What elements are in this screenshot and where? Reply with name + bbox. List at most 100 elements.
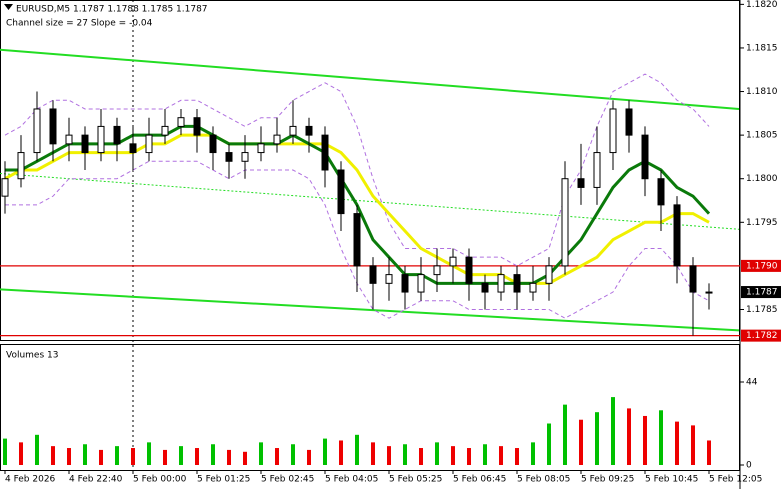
candle-body bbox=[65, 134, 73, 145]
candle-body bbox=[33, 108, 41, 154]
volume-bar bbox=[131, 448, 135, 465]
volume-bar bbox=[419, 448, 423, 465]
volume-bar bbox=[643, 415, 647, 465]
indicator-line bbox=[4, 73, 710, 267]
y-tick-label: 1.1810 bbox=[746, 87, 778, 97]
candle-body bbox=[625, 108, 633, 136]
volume-bar bbox=[515, 448, 519, 465]
candle-body bbox=[209, 134, 217, 154]
volume-bar bbox=[435, 442, 439, 465]
chart-subheader: Channel size = 27 Slope = -0.04 bbox=[6, 19, 153, 29]
x-tick-label: 5 Feb 06:45 bbox=[453, 475, 506, 485]
candle-body bbox=[529, 282, 537, 293]
volume-bar bbox=[675, 421, 679, 465]
volume-bar bbox=[179, 446, 183, 465]
volume-tick-label: 44 bbox=[746, 378, 758, 388]
level-label: 1.1782 bbox=[746, 331, 778, 341]
level-box bbox=[741, 259, 781, 272]
candle-body bbox=[545, 265, 553, 284]
volume-bar bbox=[259, 442, 263, 465]
level-box bbox=[741, 329, 781, 342]
menu-icon bbox=[4, 4, 13, 10]
volume-bar bbox=[227, 449, 231, 465]
x-tick-label: 5 Feb 04:05 bbox=[325, 475, 378, 485]
candle-body bbox=[257, 143, 265, 154]
candle-body bbox=[289, 125, 297, 136]
candle-body bbox=[273, 134, 281, 145]
candle-body bbox=[401, 274, 409, 293]
candle-body bbox=[465, 256, 473, 284]
x-tick-label: 5 Feb 05:25 bbox=[389, 475, 442, 485]
chart-header: EURUSD,M5 1.1787 1.1788 1.1785 1.1787 bbox=[16, 5, 208, 15]
volume-bar bbox=[355, 434, 359, 465]
candle-body bbox=[193, 117, 201, 136]
y-tick-label: 1.1805 bbox=[746, 131, 778, 141]
volume-bar bbox=[163, 449, 167, 465]
candle-body bbox=[241, 152, 249, 162]
volume-bar bbox=[547, 423, 551, 465]
volume-bar bbox=[371, 442, 375, 465]
y-tick-label: 1.1820 bbox=[746, 0, 778, 10]
volume-bar bbox=[707, 440, 711, 465]
y-tick-label: 1.1815 bbox=[746, 43, 778, 53]
candle-body bbox=[385, 274, 393, 284]
candle-body bbox=[1, 178, 9, 197]
volume-panel bbox=[0, 344, 740, 471]
x-tick-label: 5 Feb 02:45 bbox=[261, 475, 314, 485]
candle-body bbox=[449, 256, 457, 267]
candle-body bbox=[145, 134, 153, 154]
volume-bar bbox=[307, 449, 311, 465]
volume-bar bbox=[275, 448, 279, 465]
candle-body bbox=[673, 204, 681, 267]
volume-bar bbox=[595, 412, 599, 465]
trendline bbox=[0, 172, 740, 230]
last-price-box bbox=[741, 286, 781, 299]
volume-bar bbox=[211, 444, 215, 465]
candle-body bbox=[353, 213, 361, 267]
volume-bar bbox=[83, 444, 87, 465]
volume-bar bbox=[291, 444, 295, 465]
candle-body bbox=[321, 134, 329, 171]
volume-bar bbox=[243, 451, 247, 465]
candle-body bbox=[641, 134, 649, 180]
candle-body bbox=[225, 152, 233, 162]
candle-body bbox=[81, 134, 89, 154]
volume-title: Volumes 13 bbox=[6, 351, 58, 361]
x-tick-label: 5 Feb 01:25 bbox=[197, 475, 250, 485]
volume-bar bbox=[35, 434, 39, 465]
candle-body bbox=[577, 178, 585, 188]
x-tick-label: 5 Feb 09:25 bbox=[581, 475, 634, 485]
y-tick-label: 1.1795 bbox=[746, 218, 778, 228]
volume-bar bbox=[339, 440, 343, 465]
x-tick-label: 5 Feb 10:45 bbox=[645, 475, 698, 485]
volume-bar bbox=[3, 438, 7, 465]
candle-body bbox=[433, 265, 441, 276]
volume-bar bbox=[467, 448, 471, 465]
volume-bar bbox=[499, 446, 503, 465]
volume-bar bbox=[531, 442, 535, 465]
volume-bar bbox=[51, 446, 55, 465]
candle-body bbox=[497, 274, 505, 293]
volume-bar bbox=[483, 444, 487, 465]
volume-bar bbox=[115, 446, 119, 465]
trendline bbox=[0, 48, 740, 110]
candle-body bbox=[337, 169, 345, 215]
y-tick-label: 1.1785 bbox=[746, 305, 778, 315]
volume-bar bbox=[67, 448, 71, 465]
x-tick-label: 5 Feb 00:00 bbox=[133, 475, 187, 485]
volume-bar bbox=[403, 444, 407, 465]
x-tick-label: 4 Feb 2026 bbox=[5, 475, 56, 485]
candle-body bbox=[593, 152, 601, 188]
candle-body bbox=[369, 265, 377, 284]
candle-body bbox=[481, 282, 489, 293]
candle-body bbox=[305, 125, 313, 136]
volume-bar bbox=[451, 446, 455, 465]
candle-body bbox=[689, 265, 697, 293]
volume-bar bbox=[579, 419, 583, 465]
candle-body bbox=[657, 178, 665, 206]
candle-body bbox=[161, 125, 169, 136]
candle-body bbox=[49, 108, 57, 145]
volume-bar bbox=[627, 408, 631, 465]
